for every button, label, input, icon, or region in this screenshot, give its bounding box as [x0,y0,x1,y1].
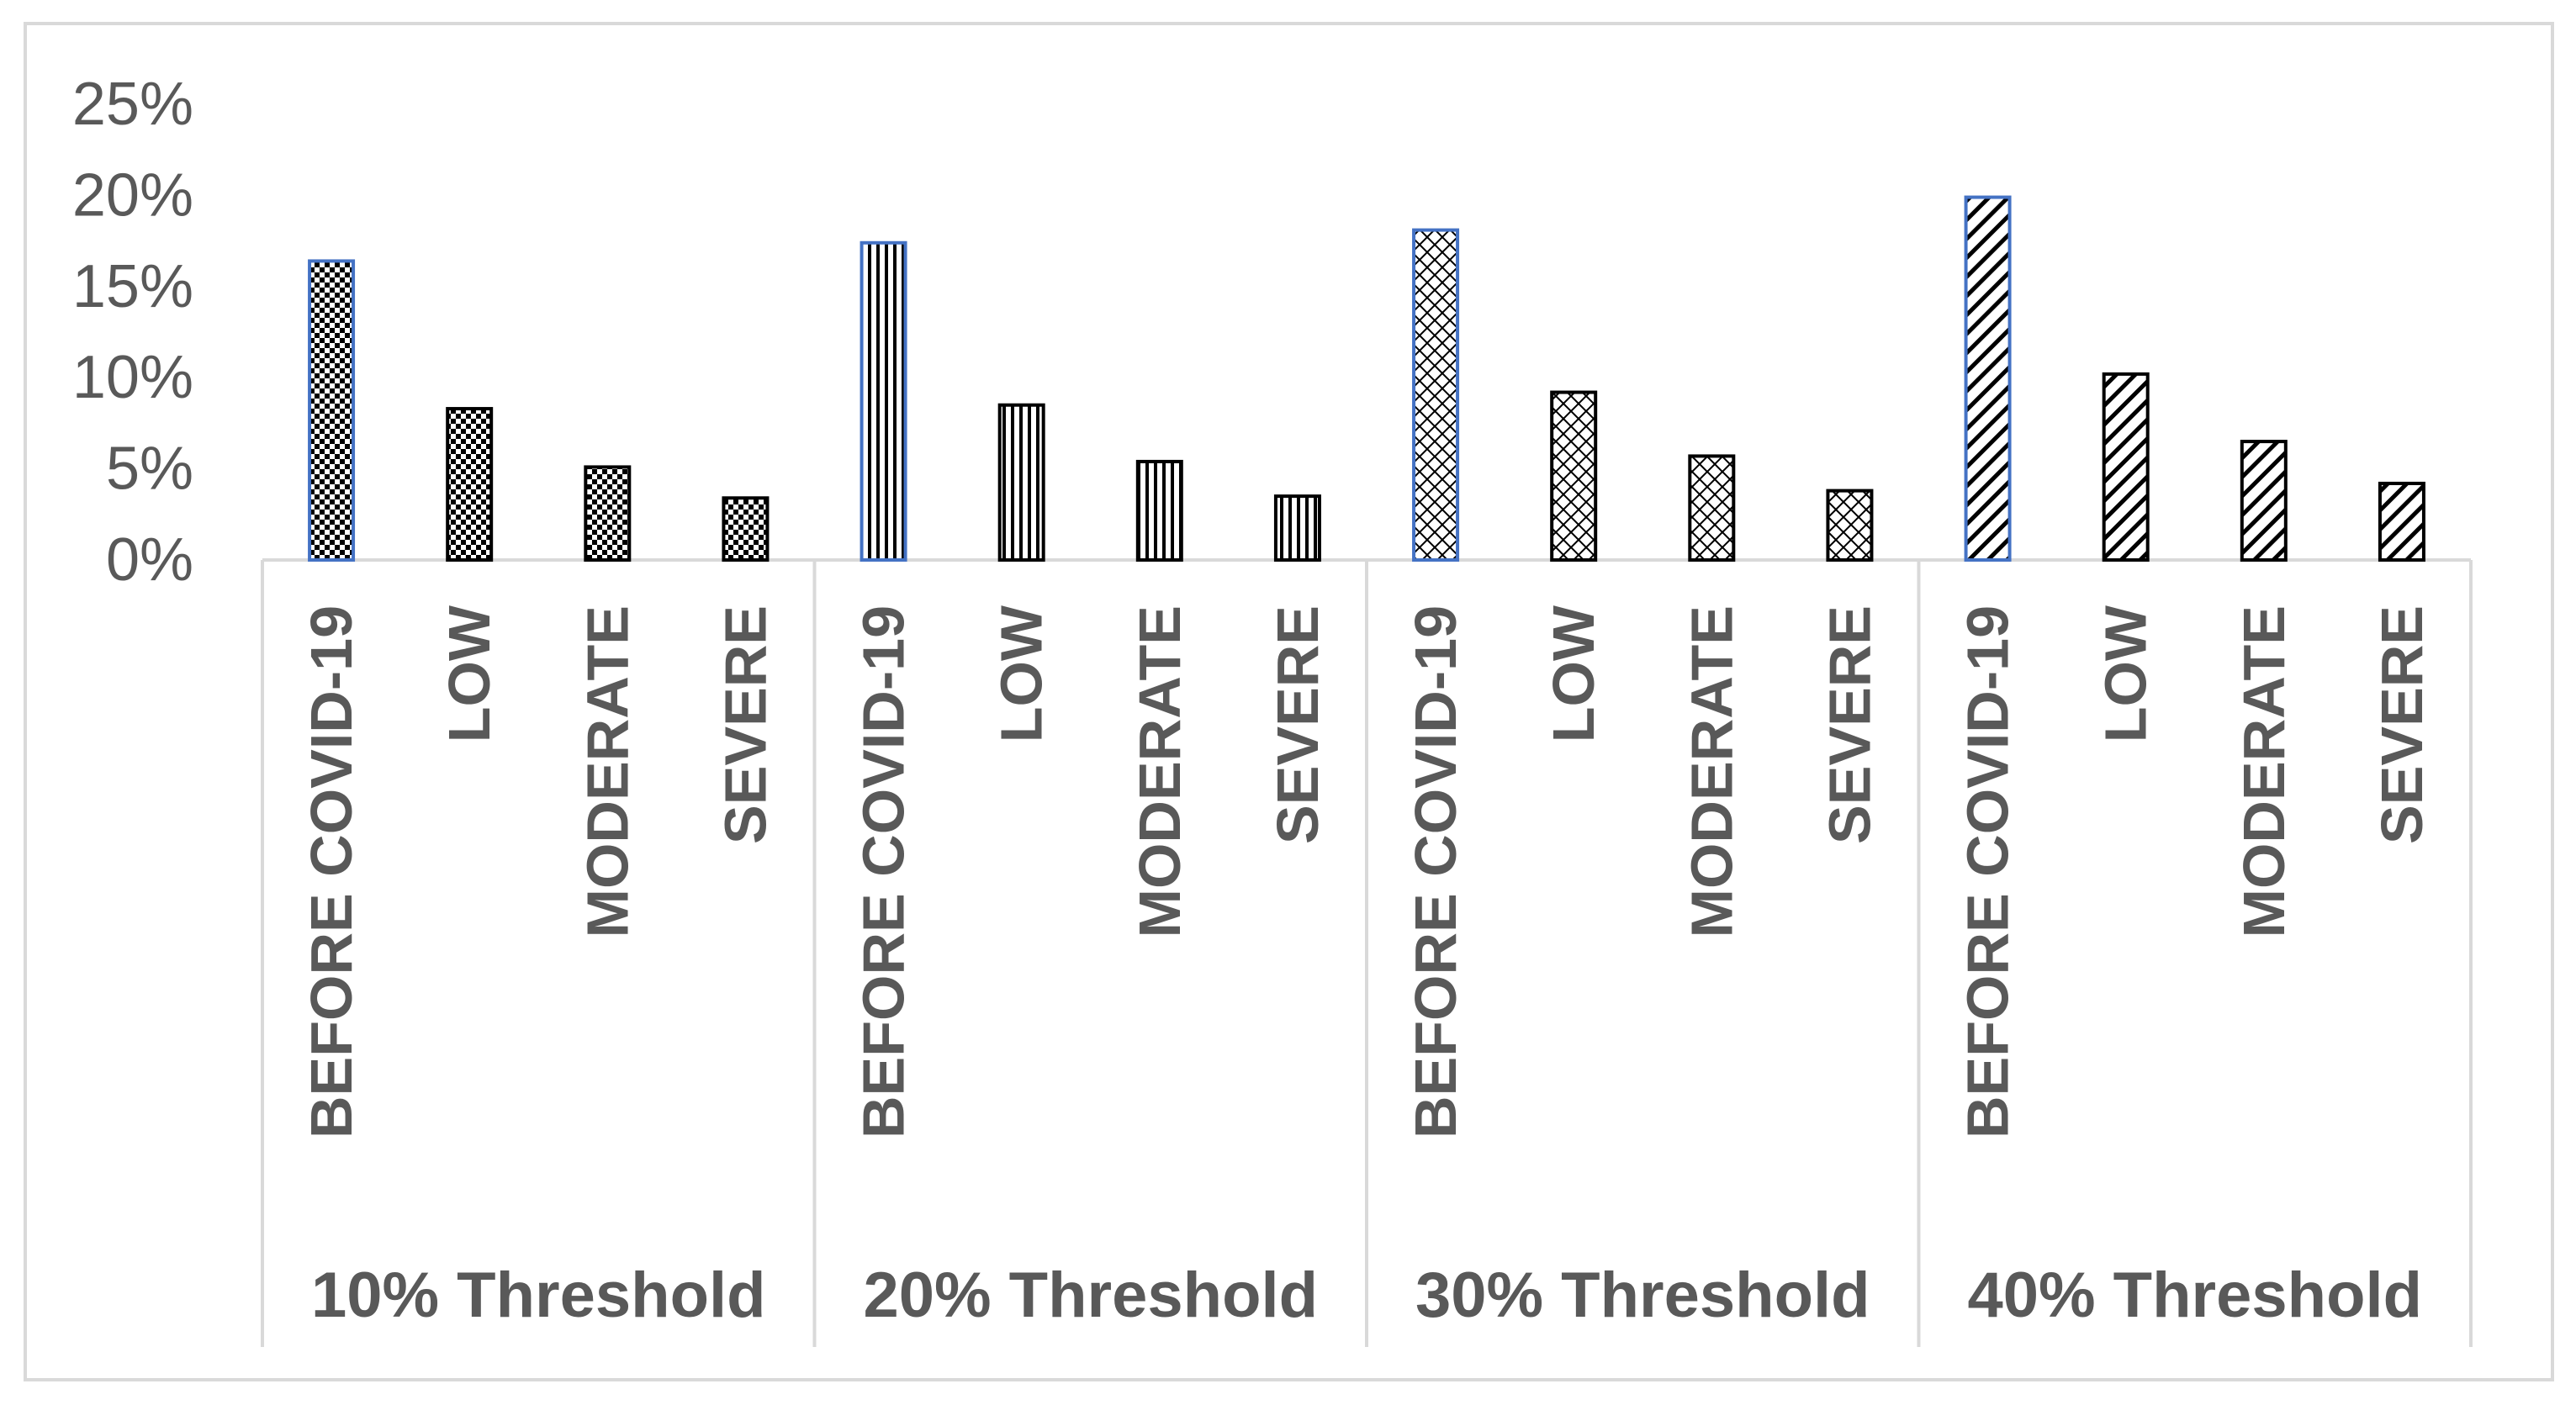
bar [1964,195,2012,562]
category-label: BEFORE COVID-19 [299,605,364,1138]
labels: BEFORE COVID-19 LOW MODERATE SEVERE 10% Thre… [299,605,2435,1331]
bars [308,195,2425,563]
category-label: SEVERE [1817,605,1882,844]
bar [2240,440,2288,562]
chart-frame: 0% 5% 10% 15% 20% 25% BEFORE COVID-19 LOW MODER… [24,22,2554,1381]
group-label: 40% Threshold [1967,1260,2422,1331]
bar [1412,228,1460,562]
group-label: 30% Threshold [1415,1260,1870,1331]
category-label: LOW [2093,605,2159,742]
y-tick-label: 20% [72,161,193,229]
category-label: MODERATE [574,605,640,938]
bar [1688,454,1736,563]
bar [446,407,494,562]
bar [1273,494,1321,562]
y-tick-label: 25% [72,71,193,138]
bar-chart: 0% 5% 10% 15% 20% 25% BEFORE COVID-19 LOW MODER… [72,71,2473,1347]
y-tick-label: 0% [106,526,193,594]
bar [2102,372,2150,563]
group-label: 10% Threshold [311,1260,766,1331]
bar [584,465,632,563]
category-label: MODERATE [1127,605,1193,938]
category-label: SEVERE [2369,605,2435,844]
bar [1826,489,1874,563]
category-label: SEVERE [712,605,778,844]
category-label: MODERATE [2231,605,2297,938]
category-label: BEFORE COVID-19 [1955,605,2021,1138]
category-label: SEVERE [1265,605,1330,844]
bar [1135,459,1183,562]
category-label: LOW [1541,605,1606,742]
category-label: MODERATE [1679,605,1744,938]
bar [2378,481,2425,562]
category-label: BEFORE COVID-19 [851,605,917,1138]
bar [1550,390,1598,562]
group-label: 20% Threshold [863,1260,1318,1331]
y-tick-label: 5% [106,436,193,503]
category-label: LOW [436,605,502,742]
y-tick-label: 10% [72,344,193,411]
bar [860,240,907,562]
bar [308,259,356,562]
category-label: BEFORE COVID-19 [1403,605,1468,1138]
category-label: LOW [989,605,1055,742]
bar [997,403,1045,562]
bar [722,496,770,563]
y-tick-label: 15% [72,253,193,320]
